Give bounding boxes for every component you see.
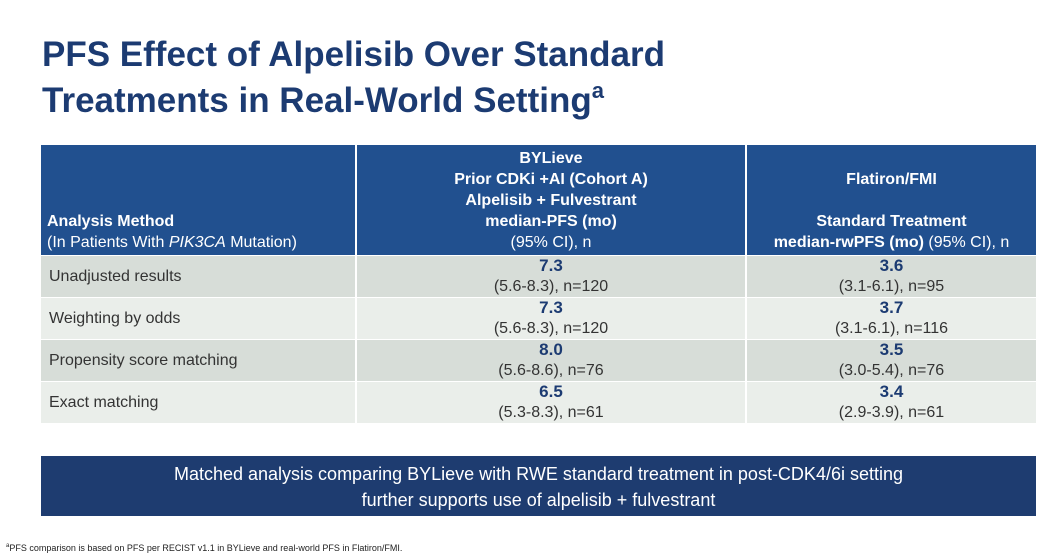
- header-sub: (95% CI), n: [510, 234, 592, 251]
- result-cell: 6.5 (5.3-8.3), n=61: [356, 381, 747, 423]
- ci-text: (5.6-8.6), n=76: [498, 362, 604, 379]
- ci-text: (3.1-6.1), n=116: [834, 320, 949, 337]
- results-table: Analysis Method (In Patients With PIK3CA …: [41, 145, 1038, 423]
- footnote-text: PFS comparison is based on PFS per RECIS…: [9, 543, 403, 553]
- header-sub: (In Patients With PIK3CA Mutation): [47, 234, 297, 251]
- header-line: Prior CDKi +AI (Cohort A): [454, 171, 648, 188]
- median-value: 7.3: [539, 256, 563, 275]
- title-superscript: a: [591, 78, 604, 103]
- median-value: 3.5: [879, 340, 904, 359]
- ci-text: (5.3-8.3), n=61: [498, 404, 604, 421]
- ci-text: (2.9-3.9), n=61: [838, 404, 945, 421]
- title-line: PFS Effect of Alpelisib Over Standard: [42, 35, 665, 74]
- result-cell: 7.3 (5.6-8.3), n=120: [356, 297, 747, 340]
- table-row: Propensity score matching 8.0 (5.6-8.6), n…: [41, 339, 1038, 382]
- banner-line: Matched analysis comparing BYLieve with …: [173, 464, 903, 484]
- median-value: 3.4: [879, 382, 904, 401]
- header-part: (In Patients With: [47, 234, 169, 251]
- median-value: 3.6: [879, 256, 904, 275]
- result-cell: 8.0 (5.6-8.6), n=76: [356, 339, 747, 382]
- footnote-marker: a: [6, 543, 10, 549]
- result-cell: 3.5 (3.0-5.4), n=76: [746, 339, 1038, 382]
- header-line: median-PFS (mo): [485, 213, 617, 230]
- ci-text: (3.1-6.1), n=95: [838, 278, 945, 295]
- ci-text: (3.0-5.4), n=76: [838, 362, 945, 379]
- header-line: Standard Treatment: [816, 213, 967, 230]
- result-cell: 3.7 (3.1-6.1), n=116: [746, 297, 1038, 340]
- banner-line: further supports use of alpelisib + fulv…: [361, 490, 716, 510]
- method-cell: Propensity score matching: [41, 339, 357, 382]
- column-header: Analysis Method (In Patients With PIK3CA …: [41, 145, 357, 256]
- banner: Matched analysis comparing BYLieve with …: [41, 456, 1036, 516]
- table-body: Unadjusted results 7.3 (5.6-8.3), n=120 3.6…: [41, 255, 1038, 423]
- median-value: 6.5: [539, 382, 563, 401]
- ci-text: (5.6-8.3), n=120: [493, 278, 609, 295]
- title: PFS Effect of Alpelisib Over Standard Tre…: [42, 32, 665, 124]
- header-line: Alpelisib + Fulvestrant: [465, 192, 637, 209]
- median-value: 3.7: [879, 298, 904, 317]
- title-line: Treatments in Real-World Setting: [42, 81, 592, 120]
- header-part: PIK3CA: [168, 234, 226, 251]
- result-cell: 7.3 (5.6-8.3), n=120: [356, 255, 747, 298]
- table-row: Unadjusted results 7.3 (5.6-8.3), n=120 3.6…: [41, 255, 1038, 298]
- method-cell: Unadjusted results: [41, 255, 357, 298]
- header-line: Flatiron/FMI: [846, 171, 937, 188]
- header-sub: (95% CI), n: [923, 234, 1010, 251]
- method-cell: Weighting by odds: [41, 297, 357, 340]
- median-value: 8.0: [539, 340, 563, 359]
- table-row: Weighting by odds 7.3 (5.6-8.3), n=120 3.7 (…: [41, 297, 1038, 340]
- ci-text: (5.6-8.3), n=120: [493, 320, 609, 337]
- footnote: aPFS comparison is based on PFS per RECI…: [6, 543, 402, 553]
- header-part: Mutation): [225, 234, 297, 251]
- column-header: Flatiron/FMI Standard Treatment median-rwP…: [746, 145, 1038, 256]
- result-cell: 3.4 (2.9-3.9), n=61: [746, 381, 1038, 423]
- result-cell: 3.6 (3.1-6.1), n=95: [746, 255, 1038, 298]
- table-row: Exact matching 6.5 (5.3-8.3), n=61 3.4 (2.9-…: [41, 381, 1038, 423]
- method-cell: Exact matching: [41, 381, 357, 423]
- header-line: median-rwPFS (mo): [773, 234, 924, 251]
- header-line: Analysis Method: [47, 213, 175, 230]
- column-header: BYLieve Prior CDKi +AI (Cohort A) Alpelisi…: [356, 145, 747, 256]
- header-line: BYLieve: [519, 150, 583, 167]
- median-value: 7.3: [539, 298, 563, 317]
